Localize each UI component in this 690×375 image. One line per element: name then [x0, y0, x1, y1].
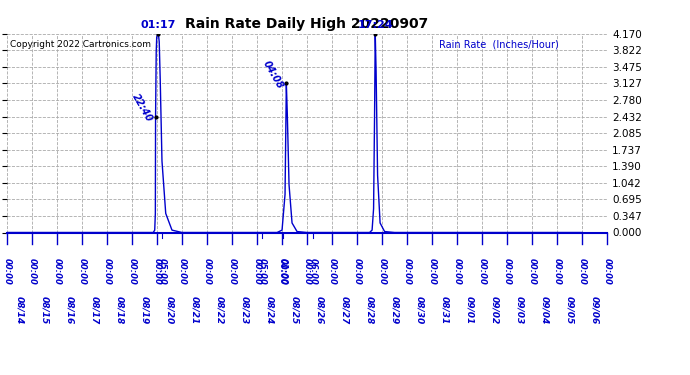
- Text: 00:00: 00:00: [602, 258, 612, 285]
- Text: 00:00: 00:00: [202, 258, 212, 285]
- Text: 00:00: 00:00: [28, 258, 37, 285]
- Text: 08/18: 08/18: [115, 296, 124, 324]
- Title: Rain Rate Daily High 20220907: Rain Rate Daily High 20220907: [186, 17, 428, 31]
- Text: 08/21: 08/21: [190, 296, 199, 324]
- Text: 08/23: 08/23: [240, 296, 249, 324]
- Text: 00:00: 00:00: [502, 258, 512, 285]
- Text: 00:00: 00:00: [2, 258, 12, 285]
- Text: 01:00: 01:00: [279, 258, 288, 285]
- Text: 08/25: 08/25: [290, 296, 299, 324]
- Text: 08/29: 08/29: [390, 296, 399, 324]
- Text: 00:00: 00:00: [453, 258, 462, 285]
- Text: 08/27: 08/27: [340, 296, 349, 324]
- Text: 05:00: 05:00: [258, 258, 267, 285]
- Text: 00:00: 00:00: [102, 258, 112, 285]
- Text: 08/30: 08/30: [415, 296, 424, 324]
- Text: 00:00: 00:00: [77, 258, 86, 285]
- Text: 08/31: 08/31: [440, 296, 449, 324]
- Text: 00:00: 00:00: [402, 258, 412, 285]
- Text: 08/19: 08/19: [140, 296, 149, 324]
- Text: 00:00: 00:00: [52, 258, 61, 285]
- Text: 04:08: 04:08: [261, 59, 285, 91]
- Text: 00:00: 00:00: [228, 258, 237, 285]
- Text: 00:00: 00:00: [152, 258, 161, 285]
- Text: 00:00: 00:00: [253, 258, 262, 285]
- Text: 08/24: 08/24: [265, 296, 274, 324]
- Text: 08/17: 08/17: [90, 296, 99, 324]
- Text: 00:00: 00:00: [277, 258, 286, 285]
- Text: 00:00: 00:00: [578, 258, 586, 285]
- Text: 08/16: 08/16: [65, 296, 74, 324]
- Text: 08/26: 08/26: [315, 296, 324, 324]
- Text: 09/03: 09/03: [515, 296, 524, 324]
- Text: 08/22: 08/22: [215, 296, 224, 324]
- Text: 00:00: 00:00: [328, 258, 337, 285]
- Text: 22:40: 22:40: [130, 92, 155, 124]
- Text: 08/15: 08/15: [40, 296, 49, 324]
- Text: Rain Rate  (Inches/Hour): Rain Rate (Inches/Hour): [439, 40, 559, 50]
- Text: 08/14: 08/14: [15, 296, 24, 324]
- Text: 00:00: 00:00: [477, 258, 486, 285]
- Text: 08/28: 08/28: [365, 296, 374, 324]
- Text: 09/02: 09/02: [490, 296, 499, 324]
- Text: 00:00: 00:00: [128, 258, 137, 285]
- Text: 09/04: 09/04: [540, 296, 549, 324]
- Text: 00:00: 00:00: [302, 258, 312, 285]
- Text: 09/06: 09/06: [590, 296, 599, 324]
- Text: 00:00: 00:00: [377, 258, 386, 285]
- Text: 08/20: 08/20: [165, 296, 174, 324]
- Text: 00:00: 00:00: [528, 258, 537, 285]
- Text: 00:00: 00:00: [353, 258, 362, 285]
- Text: 09/01: 09/01: [465, 296, 474, 324]
- Text: 00:00: 00:00: [553, 258, 562, 285]
- Text: 09/05: 09/05: [565, 296, 574, 324]
- Text: 06:00: 06:00: [309, 258, 318, 285]
- Text: 01:17: 01:17: [141, 20, 176, 30]
- Text: Copyright 2022 Cartronics.com: Copyright 2022 Cartronics.com: [10, 40, 151, 49]
- Text: 17:24: 17:24: [357, 20, 393, 30]
- Text: 05:00: 05:00: [158, 258, 167, 285]
- Text: 00:00: 00:00: [428, 258, 437, 285]
- Text: 00:00: 00:00: [177, 258, 186, 285]
